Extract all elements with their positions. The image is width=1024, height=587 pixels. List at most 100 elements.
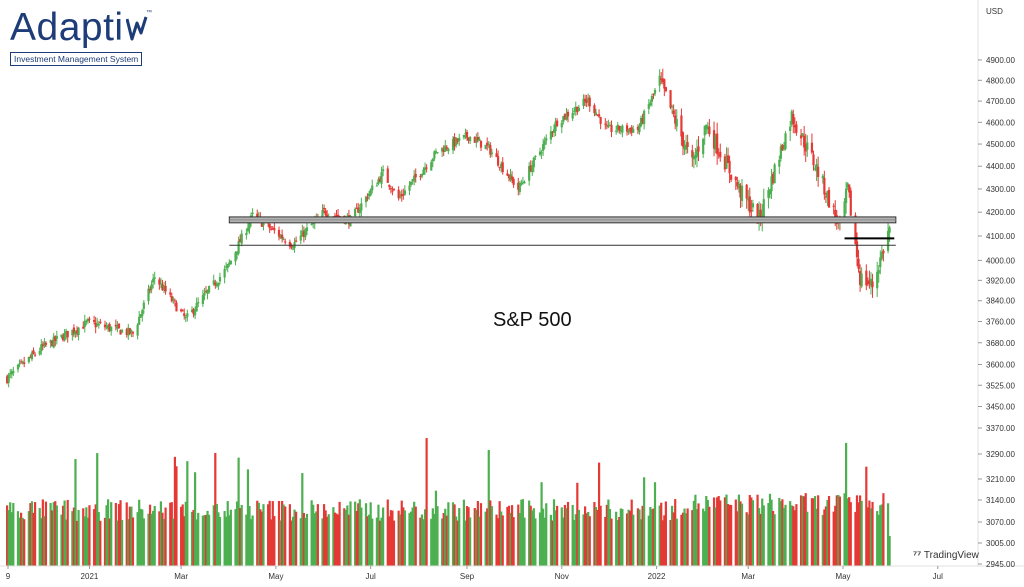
volume-bar — [33, 502, 37, 566]
volume-bar — [462, 499, 466, 566]
tradingview-watermark[interactable]: ⁷⁷ TradingView — [913, 550, 979, 561]
candle-body — [43, 342, 46, 347]
volume-bar — [7, 510, 10, 566]
volume-bar — [97, 512, 100, 566]
volume-bar — [181, 504, 184, 566]
candle-body — [562, 116, 565, 123]
volume-bar — [397, 510, 400, 566]
volume-bar — [312, 504, 315, 566]
candle-body — [358, 208, 361, 214]
volume-bar — [358, 499, 361, 566]
volume-bar — [683, 508, 686, 566]
candle-body — [74, 331, 77, 335]
price-tick-label: 3525.00 — [986, 381, 1015, 390]
volume-bar — [827, 496, 831, 566]
support-resistance-lines[interactable] — [228, 216, 897, 246]
volume-bar — [751, 500, 754, 566]
volume-bar — [180, 506, 183, 566]
volume-bar — [194, 472, 197, 566]
candle-body — [277, 229, 281, 237]
candle-body — [336, 214, 340, 217]
candle-body — [730, 174, 733, 180]
candle-body — [225, 266, 228, 268]
candle-body — [430, 162, 433, 171]
candle-body — [431, 158, 434, 162]
candle-body — [697, 146, 700, 152]
volume-bar — [804, 493, 807, 566]
candle-body — [543, 140, 546, 145]
candle-body — [512, 178, 515, 185]
candle-body — [556, 120, 559, 127]
candle-body — [114, 324, 117, 327]
candle-body — [762, 199, 765, 218]
volume-bar — [279, 520, 282, 566]
candle-body — [152, 278, 155, 283]
volume-tick-label: 3210.00 — [986, 475, 1015, 484]
candle-body — [871, 281, 874, 288]
candle-body — [545, 138, 548, 141]
candle-body — [456, 138, 459, 142]
volume-bar — [139, 508, 142, 566]
volume-bar — [257, 502, 260, 566]
volume-bar — [560, 507, 563, 566]
volume-bar — [316, 504, 319, 566]
volume-bar — [246, 469, 250, 566]
volume-bar — [190, 511, 194, 566]
volume-bar — [801, 496, 804, 566]
candle-body — [10, 371, 13, 375]
candle-body — [451, 139, 455, 151]
time-tick-label: Nov — [555, 572, 569, 581]
candle-body — [866, 281, 869, 285]
candle-body — [663, 79, 666, 89]
candle-body — [784, 133, 787, 150]
volume-bar — [750, 497, 753, 566]
candle-body — [501, 162, 504, 173]
volume-bar — [790, 505, 793, 566]
candle-body — [119, 329, 122, 335]
volume-bar — [534, 518, 537, 566]
volume-bar — [49, 502, 52, 566]
volume-bar — [509, 512, 512, 566]
candle-body — [583, 98, 587, 102]
volume-bar — [562, 517, 565, 566]
volume-bar — [281, 500, 284, 566]
candle-body — [97, 323, 100, 326]
volume-bar — [105, 505, 108, 566]
candle-body — [725, 156, 728, 169]
volume-bar — [152, 510, 155, 566]
candle-body — [880, 252, 883, 259]
candle-body — [882, 250, 885, 254]
volume-bar — [605, 504, 608, 566]
volume-bar — [360, 507, 363, 566]
price-tick-label: 4300.00 — [986, 185, 1015, 194]
volume-bar — [588, 516, 591, 566]
price-tick-label: 3450.00 — [986, 403, 1015, 412]
volume-bar — [215, 503, 218, 566]
volume-bar — [610, 518, 613, 566]
candle-body — [680, 115, 683, 137]
candle-body — [857, 258, 860, 269]
volume-bar — [882, 493, 885, 566]
candle-body — [694, 155, 697, 158]
candle-body — [364, 196, 368, 203]
candle-body — [627, 129, 630, 133]
volume-bar — [197, 512, 200, 566]
volume-bar — [402, 507, 405, 566]
price-tick-label: 4100.00 — [986, 232, 1015, 241]
volume-bar — [773, 514, 776, 566]
volume-bar — [343, 508, 346, 566]
volume-bar — [40, 518, 43, 566]
candle-body — [142, 302, 145, 309]
volume-bar — [734, 499, 737, 566]
volume-bar — [403, 510, 406, 566]
candle-body — [322, 207, 326, 210]
volume-bar — [554, 510, 557, 566]
candle-body — [636, 126, 640, 130]
candle-body — [639, 117, 643, 127]
volume-bar — [147, 513, 150, 566]
volume-bar — [260, 511, 264, 566]
candle-body — [12, 370, 15, 374]
candle-body — [164, 285, 167, 292]
